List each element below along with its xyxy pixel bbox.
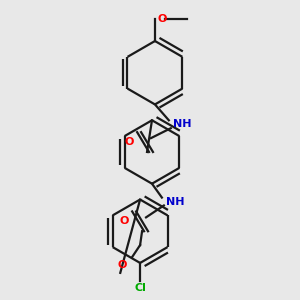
Text: NH: NH xyxy=(166,196,184,206)
Text: Cl: Cl xyxy=(134,283,146,293)
Text: NH: NH xyxy=(173,119,191,129)
Text: O: O xyxy=(124,137,134,147)
Text: O: O xyxy=(158,14,167,24)
Text: O: O xyxy=(120,216,129,226)
Text: O: O xyxy=(118,260,127,270)
